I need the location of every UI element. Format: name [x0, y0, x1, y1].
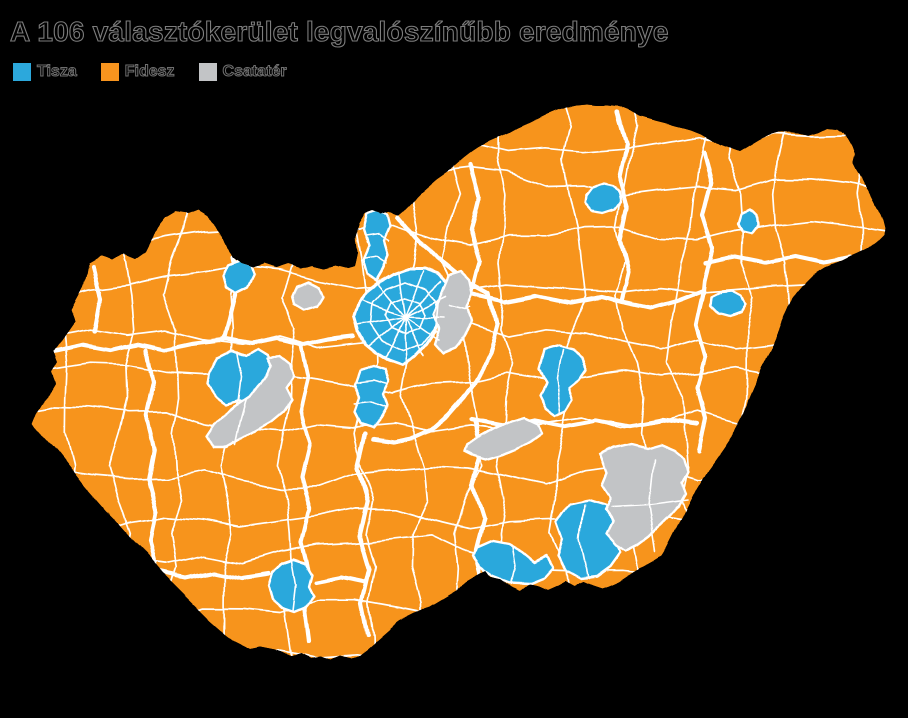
district-patch-tisza-district-vac-strip	[361, 209, 393, 282]
county-border-line	[355, 431, 373, 637]
legend-label-fidesz: Fidesz	[124, 63, 175, 81]
district-divider-line	[397, 271, 405, 317]
county-border-line	[155, 569, 271, 581]
district-divider-line	[356, 379, 390, 385]
legend-item-csatater: Csatatér	[198, 63, 287, 81]
county-border-line	[470, 291, 625, 306]
legend-item-tisza: Tisza	[13, 63, 77, 81]
legend-label-csatater: Csatatér	[222, 63, 287, 81]
district-divider-line	[291, 560, 297, 611]
county-border-line	[371, 291, 500, 445]
district-divider-line	[235, 397, 248, 445]
district-patch-csatater-district-dunaujvaros	[204, 354, 294, 448]
district-patch-tisza-district-nyiregyhaza	[737, 208, 759, 236]
district-divider-line	[403, 315, 424, 356]
district-patch-tisza-district-debrecen	[709, 288, 748, 318]
district-divider-line	[556, 349, 563, 411]
district-patch-tisza-district-szeged-west	[471, 539, 554, 585]
county-border-line	[614, 109, 632, 305]
tisza-color-swatch	[13, 63, 31, 81]
district-divider-line	[368, 315, 405, 346]
county-border-line	[694, 289, 709, 453]
page-title: A 106 választókerület legvalószínűbb ere…	[9, 15, 669, 47]
district-divider-line	[609, 499, 689, 508]
county-border-line	[221, 333, 357, 348]
district-patch-tisza-district-szolnok	[537, 344, 589, 416]
county-border-line	[313, 574, 369, 585]
map-layer	[32, 104, 884, 658]
district-divider-line	[369, 279, 439, 352]
district-divider-line	[403, 295, 447, 317]
legend-item-fidesz: Fidesz	[100, 63, 175, 81]
district-divider-line	[365, 233, 391, 241]
district-divider-line	[375, 281, 405, 317]
county-border-line	[703, 253, 853, 265]
district-patch-csatater-district-cegled	[464, 415, 543, 461]
county-border-line	[51, 337, 227, 354]
district-patch-tisza-district-pecs	[266, 558, 316, 613]
county-border-line	[700, 149, 716, 293]
county-border-line	[89, 265, 103, 333]
csatater-color-swatch	[198, 63, 217, 81]
district-divider-line	[510, 546, 516, 584]
county-border-line	[619, 287, 707, 311]
district-mesh-line	[32, 648, 884, 658]
county-border-line	[142, 347, 159, 573]
district-patch-csatater-district-pest-east	[431, 269, 476, 355]
district-patch-csatater-district-tatabanya	[290, 279, 324, 312]
district-divider-line	[579, 504, 589, 579]
legend-label-tisza: Tisza	[37, 63, 78, 81]
district-divider-line	[403, 315, 407, 367]
district-divider-line	[356, 315, 405, 326]
district-divider-line	[359, 299, 405, 317]
district-divider-line	[403, 279, 442, 317]
fidesz-color-swatch	[100, 63, 119, 81]
district-divider-line	[403, 269, 423, 317]
district-divider-line	[364, 255, 388, 263]
district-mesh-line	[32, 362, 884, 395]
district-patch-csatater-district-bekes-south	[598, 442, 690, 553]
district-divider-line	[384, 315, 405, 360]
county-border-line	[467, 163, 484, 297]
district-mesh-line	[32, 596, 884, 621]
district-divider-line	[236, 351, 243, 402]
district-divider-line	[449, 305, 472, 311]
district-divider-line	[384, 295, 425, 334]
district-divider-line	[355, 401, 387, 408]
legend: Tisza Fidesz Csatatér	[13, 63, 287, 81]
district-divider-line	[403, 315, 439, 341]
district-patch-tisza-district-miskolc	[583, 182, 624, 216]
